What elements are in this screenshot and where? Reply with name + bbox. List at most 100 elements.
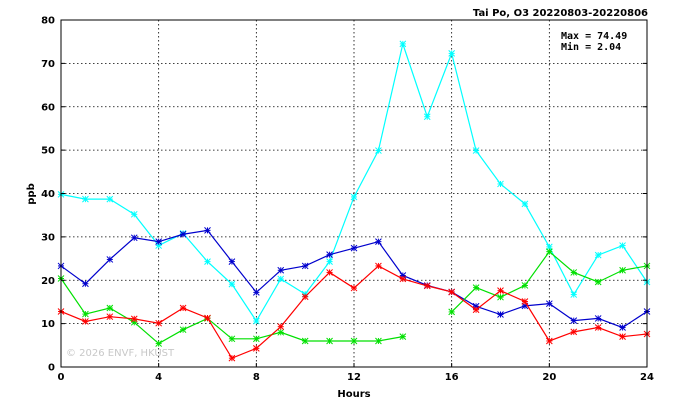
data-point (521, 298, 529, 305)
max-stat: Max = 74.49 (561, 31, 627, 42)
x-tick-label: 8 (253, 372, 260, 383)
data-point (179, 230, 187, 238)
y-tick-label: 70 (41, 59, 55, 70)
data-point (326, 337, 333, 345)
data-point (301, 337, 309, 345)
data-point (106, 195, 114, 203)
data-point (326, 269, 333, 276)
data-point (594, 324, 602, 331)
data-point (228, 354, 236, 362)
series-2 (57, 248, 651, 347)
data-point (375, 147, 382, 154)
data-point (497, 180, 504, 188)
y-tick-label: 0 (48, 363, 55, 374)
data-point (301, 262, 309, 270)
y-tick-label: 20 (41, 276, 55, 287)
series-1 (57, 227, 651, 331)
data-point (570, 328, 578, 336)
tick-labels: 0 4 8 12 16 20 24 0 10 20 30 40 50 60 70 80 (41, 16, 654, 384)
data-point (204, 227, 211, 234)
data-point (545, 300, 553, 308)
data-point (204, 314, 211, 322)
data-point (82, 310, 89, 318)
data-point (82, 195, 89, 203)
data-point (326, 258, 333, 265)
x-tick-label: 0 (58, 372, 65, 383)
data-point (375, 238, 382, 245)
x-tick-label: 12 (347, 372, 361, 383)
y-tick-label: 10 (41, 319, 55, 330)
data-point (399, 275, 407, 283)
data-point (350, 284, 358, 292)
x-tick-label: 4 (155, 372, 162, 383)
y-tick-label: 50 (41, 146, 55, 157)
y-tick-label: 40 (41, 189, 55, 200)
data-point (472, 147, 480, 154)
data-point (252, 317, 260, 325)
data-point (570, 269, 578, 276)
data-point (423, 282, 431, 290)
data-point (252, 344, 260, 352)
data-point (155, 238, 163, 245)
data-point (619, 333, 626, 340)
data-point (448, 308, 456, 316)
data-point (277, 266, 285, 274)
data-point (594, 251, 602, 259)
data-point (155, 340, 163, 347)
data-point (399, 40, 407, 48)
data-point (155, 319, 163, 327)
x-tick-label: 16 (445, 372, 459, 383)
series-0 (57, 40, 651, 325)
data-point (130, 234, 138, 242)
data-point (497, 293, 504, 301)
data-point (594, 315, 602, 322)
data-point (326, 251, 333, 259)
data-point (423, 113, 431, 121)
data-point (570, 291, 578, 298)
data-point (545, 337, 553, 345)
min-stat: Min = 2.04 (561, 41, 621, 53)
data-point (472, 306, 480, 314)
data-point (350, 337, 358, 345)
data-point (375, 262, 382, 270)
data-point (204, 258, 211, 265)
data-point (106, 313, 114, 321)
data-point (130, 315, 138, 323)
data-point (619, 266, 626, 274)
y-tick-label: 30 (41, 232, 55, 243)
data-point (277, 275, 285, 283)
data-point (82, 280, 89, 288)
x-axis-label: Hours (337, 389, 370, 400)
series-layer (57, 40, 651, 362)
data-point (594, 278, 602, 286)
data-point (545, 248, 553, 255)
chart-title: Tai Po, O3 20220803-20220806 (473, 8, 648, 19)
data-point (497, 311, 504, 318)
data-point (106, 256, 114, 263)
data-point (375, 337, 382, 345)
data-point (106, 304, 114, 312)
data-point (399, 333, 407, 340)
data-point (228, 258, 236, 265)
data-point (448, 50, 456, 57)
data-point (252, 335, 260, 343)
data-point (228, 335, 236, 343)
data-point (277, 328, 285, 336)
data-point (228, 280, 236, 288)
y-tick-label: 80 (41, 16, 55, 27)
grid-lines (61, 20, 647, 367)
watermark: © 2026 ENVF, HKUST (66, 348, 175, 359)
data-point (521, 200, 529, 208)
data-point (301, 293, 309, 301)
data-point (179, 326, 187, 334)
data-point (277, 323, 285, 331)
data-point (82, 318, 89, 325)
data-point (619, 324, 626, 331)
data-point (350, 244, 358, 252)
x-tick-label: 24 (640, 372, 654, 383)
data-point (521, 282, 529, 289)
data-point (179, 304, 187, 312)
data-point (130, 210, 138, 218)
data-point (619, 242, 626, 249)
